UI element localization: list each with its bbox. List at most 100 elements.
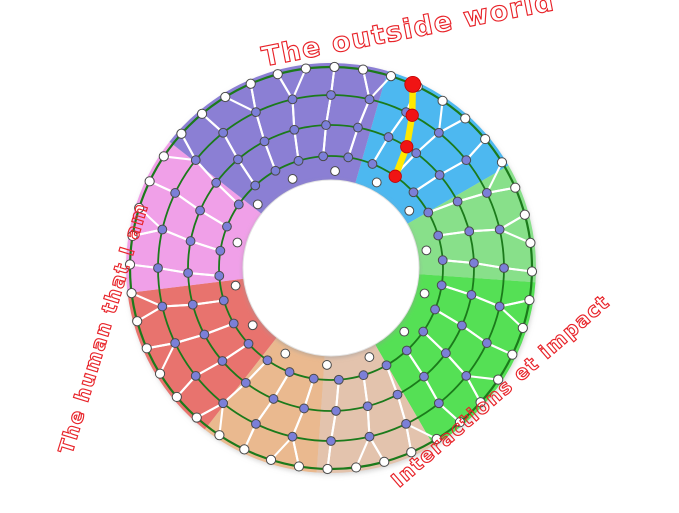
radial-edge (438, 159, 468, 177)
graph-node (351, 462, 362, 473)
graph-node (457, 320, 467, 331)
radial-edge (203, 322, 235, 336)
radial-edge (387, 111, 408, 139)
radial-edge (334, 378, 340, 412)
radial-edge (269, 435, 294, 461)
radial-edge (222, 381, 247, 405)
graph-node (190, 155, 201, 166)
graph-node (475, 397, 486, 408)
graph-node (243, 338, 254, 349)
graph-node (185, 236, 196, 246)
graph-node (364, 352, 375, 362)
radial-edge (221, 342, 250, 363)
graph-node (308, 373, 319, 384)
graph-node (385, 71, 397, 82)
radial-edge (498, 305, 524, 330)
graph-node (232, 237, 243, 248)
graph-node (423, 207, 434, 218)
highlight-polyline (391, 81, 417, 180)
graph-node (250, 180, 261, 191)
graph-node (401, 418, 411, 429)
graph-node (280, 348, 291, 359)
graph-node (461, 155, 472, 166)
graph-node (431, 433, 442, 445)
radial-edge (356, 98, 371, 129)
graph-node (330, 166, 340, 176)
graph-node (187, 299, 198, 310)
graph-node (401, 345, 412, 356)
graph-node (526, 266, 538, 277)
graph-node (525, 237, 536, 248)
graph-node (144, 176, 155, 187)
radial-edge (291, 407, 306, 438)
graph-node (321, 120, 331, 130)
radial-edge (362, 374, 369, 408)
graph-node (379, 456, 390, 467)
graph-node (411, 148, 422, 159)
radial-edge (440, 284, 473, 296)
highlight-path (391, 81, 417, 180)
graph-node (214, 270, 225, 281)
graph-node (157, 224, 168, 235)
radial-edge (470, 293, 501, 308)
radial-edge (263, 140, 277, 172)
radial-edge (293, 128, 300, 162)
graph-node (364, 94, 375, 105)
graph-node (240, 377, 251, 388)
graph-node (153, 263, 163, 273)
graph-node (460, 113, 471, 124)
radial-edge (187, 271, 221, 277)
graph-node (406, 447, 417, 458)
graph-node (158, 151, 169, 162)
radial-edge (254, 111, 266, 143)
graph-node (195, 205, 205, 216)
graph-node (494, 224, 505, 235)
graph-node (326, 90, 336, 100)
graph-node (199, 329, 210, 340)
radial-edge (254, 397, 275, 425)
radial-edge (437, 230, 471, 237)
radial-edge (138, 206, 164, 231)
radial-edge (385, 364, 399, 396)
radial-edge (130, 292, 164, 308)
graph-node (272, 69, 283, 80)
radial-edge (194, 159, 218, 184)
radial-edge (366, 405, 371, 438)
graph-node (494, 301, 505, 312)
graph-node (353, 122, 363, 133)
ring-arc-2 (187, 124, 475, 412)
graph-node (322, 360, 332, 370)
graph-node (419, 288, 430, 299)
graph-node (190, 370, 201, 381)
radial-edge (434, 308, 463, 327)
graph-node (357, 64, 369, 75)
graph-node (293, 155, 304, 166)
radial-edge (472, 261, 506, 270)
radial-edge (272, 371, 291, 400)
radial-edge (194, 359, 224, 377)
graph-node (433, 230, 444, 241)
graph-node (430, 304, 440, 315)
graph-node (408, 187, 419, 198)
graph-node (331, 406, 341, 416)
graph-node (124, 259, 136, 270)
graph-node (358, 370, 369, 381)
graph-node (132, 316, 143, 327)
graph-node (183, 268, 193, 278)
radial-edge (422, 330, 447, 355)
graph-node (499, 263, 509, 273)
graph-node (218, 127, 229, 138)
graph-node (154, 368, 166, 379)
graph-node (481, 188, 492, 198)
graph-node (218, 295, 229, 306)
highlight-nodes (388, 75, 422, 183)
radial-edge (161, 228, 192, 243)
graph-node (287, 174, 298, 184)
radial-edge (199, 209, 228, 228)
radial-edge (324, 93, 333, 127)
highlight-node (400, 140, 414, 154)
radial-edge (465, 374, 500, 381)
radial-edge (427, 200, 459, 214)
radial-edge (485, 161, 504, 194)
graph-node (262, 355, 273, 366)
